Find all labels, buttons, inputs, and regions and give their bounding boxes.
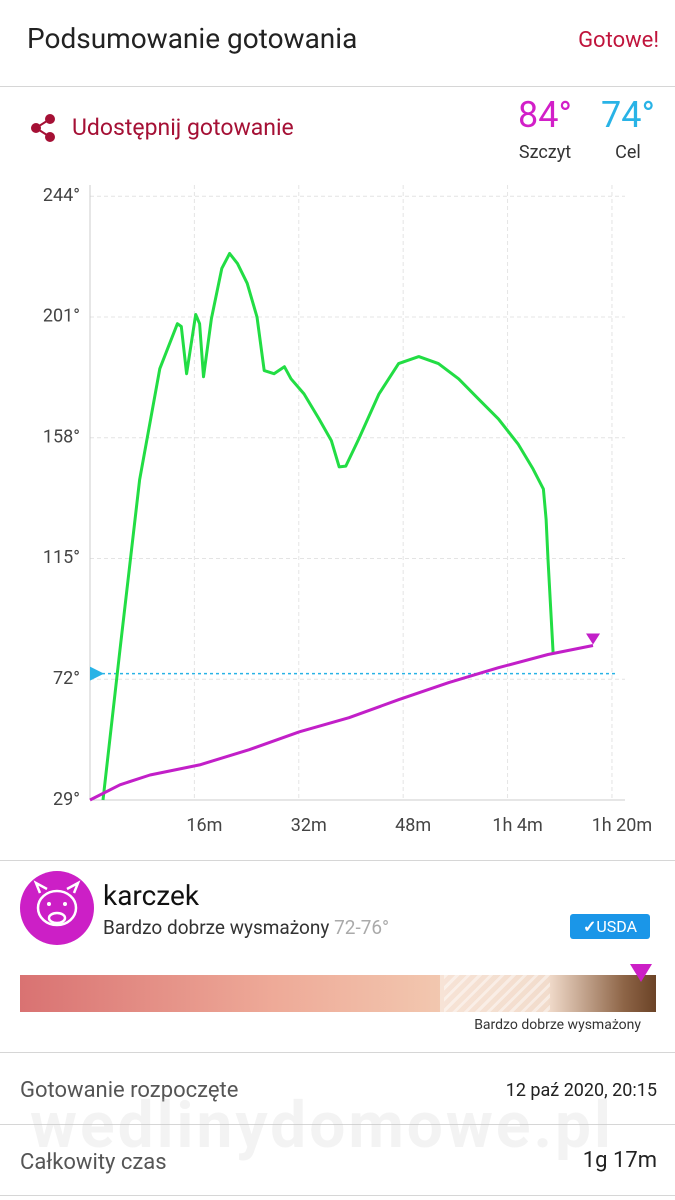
stat-label: Cel bbox=[615, 142, 641, 163]
divider bbox=[0, 860, 675, 861]
chart: 29° 72° 115° 158° 201° 244° 16m 32m 48m 1h 4m 1h 2… bbox=[43, 185, 653, 836]
share-icon[interactable] bbox=[30, 114, 58, 142]
doneness-range: 72-76° bbox=[334, 916, 390, 939]
x-tick-label: 48m bbox=[395, 815, 431, 836]
detail-label: Całkowity czas bbox=[20, 1150, 167, 1175]
x-tick-label: 32m bbox=[291, 815, 327, 836]
usda-badge: ✓USDA bbox=[570, 914, 650, 939]
doneness: Bardzo dobrze wysmażony 72-76° bbox=[103, 916, 389, 939]
divider bbox=[0, 1052, 675, 1053]
x-tick-label: 1h 20m bbox=[592, 815, 653, 836]
y-tick-label: 201° bbox=[43, 306, 80, 327]
target-marker bbox=[90, 666, 104, 681]
scale-marker bbox=[630, 964, 652, 982]
badge-text: USDA bbox=[596, 917, 638, 936]
x-tick-label: 1h 4m bbox=[492, 815, 542, 836]
y-tick-label: 29° bbox=[53, 789, 80, 810]
stat-value: 84° bbox=[518, 94, 572, 136]
peak-marker bbox=[586, 633, 601, 645]
page-title: Podsumowanie gotowania bbox=[27, 22, 358, 55]
series-line bbox=[89, 644, 594, 802]
stat-label: Szczyt bbox=[518, 142, 572, 163]
doneness-text: Bardzo dobrze wysmażony bbox=[103, 916, 330, 939]
series-line bbox=[101, 252, 555, 801]
meat-name: karczek bbox=[103, 879, 200, 912]
y-tick-label: 72° bbox=[53, 668, 80, 689]
y-tick-label: 158° bbox=[43, 426, 80, 447]
meat-icon bbox=[20, 871, 94, 945]
y-tick-label: 244° bbox=[43, 185, 80, 206]
stat-value: 74° bbox=[601, 94, 655, 136]
detail-value: 12 paź 2020, 20:15 bbox=[505, 1080, 657, 1101]
done-button[interactable]: Gotowe! bbox=[578, 28, 659, 53]
divider bbox=[0, 1124, 675, 1125]
detail-label: Gotowanie rozpoczęte bbox=[20, 1078, 239, 1103]
watermark: wedlinydomowe.pl bbox=[30, 1088, 614, 1163]
y-tick-label: 115° bbox=[43, 547, 80, 568]
scale-label: Bardzo dobrze wysmażony bbox=[474, 1017, 641, 1033]
doneness-scale bbox=[20, 975, 656, 1012]
share-link[interactable]: Udostępnij gotowanie bbox=[72, 114, 294, 141]
divider bbox=[0, 86, 675, 87]
detail-value: 1g 17m bbox=[582, 1148, 657, 1173]
divider bbox=[0, 1195, 675, 1196]
target-zone bbox=[444, 975, 550, 1012]
x-tick-label: 16m bbox=[186, 815, 222, 836]
